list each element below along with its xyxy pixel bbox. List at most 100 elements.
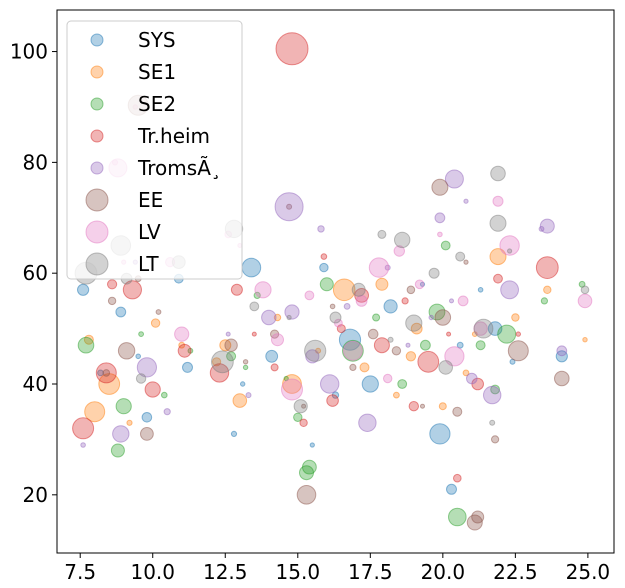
data-point xyxy=(144,381,161,398)
data-point xyxy=(499,235,520,256)
data-point xyxy=(242,359,249,365)
data-point xyxy=(448,507,467,527)
x-axis: 7.5 10.0 12.5 15.0 17.5 20.0 22.5 25.0 xyxy=(64,553,610,584)
data-point xyxy=(492,195,504,207)
data-point xyxy=(225,331,231,337)
data-point xyxy=(489,248,507,266)
data-point xyxy=(539,218,555,234)
data-point xyxy=(580,285,590,295)
data-point xyxy=(326,394,339,407)
data-point xyxy=(232,393,248,408)
data-point xyxy=(141,412,153,423)
data-point xyxy=(163,408,171,416)
data-point xyxy=(420,339,431,351)
data-point xyxy=(393,391,400,399)
data-point xyxy=(393,245,405,257)
data-point xyxy=(417,350,440,373)
legend-marker xyxy=(85,220,109,244)
data-point xyxy=(161,391,168,399)
data-point xyxy=(438,360,454,375)
data-point xyxy=(293,399,308,414)
data-point xyxy=(554,370,570,387)
data-point xyxy=(477,287,484,293)
data-point xyxy=(304,290,315,301)
data-point xyxy=(115,306,127,318)
data-point xyxy=(155,309,162,315)
data-point xyxy=(446,331,452,337)
data-point xyxy=(446,483,457,495)
x-tick-label: 17.5 xyxy=(348,560,393,584)
data-point xyxy=(487,321,503,336)
data-point xyxy=(271,333,284,347)
data-point xyxy=(265,349,279,363)
y-axis: 20 40 60 80 100 xyxy=(10,40,57,507)
data-point xyxy=(136,357,157,378)
data-point xyxy=(301,403,307,409)
data-point xyxy=(394,231,411,249)
legend-marker xyxy=(90,129,104,143)
x-tick-label: 20.0 xyxy=(421,560,466,584)
data-point xyxy=(359,362,370,373)
data-point xyxy=(497,324,517,344)
data-point xyxy=(372,313,381,322)
data-point xyxy=(343,303,351,310)
data-point xyxy=(319,277,334,292)
data-point xyxy=(251,331,257,337)
legend-marker xyxy=(85,188,109,212)
data-point xyxy=(249,301,260,312)
data-point xyxy=(437,231,443,238)
legend-label: SYS xyxy=(138,28,176,52)
data-point xyxy=(405,351,417,362)
data-point xyxy=(270,363,279,372)
data-point xyxy=(126,419,133,426)
data-point xyxy=(182,361,193,373)
data-point xyxy=(490,384,501,395)
data-point xyxy=(507,340,529,362)
data-point xyxy=(515,331,521,337)
data-point xyxy=(230,283,243,296)
data-point xyxy=(342,339,364,362)
data-point xyxy=(438,402,447,411)
data-point xyxy=(77,283,90,296)
legend-label: SE1 xyxy=(138,60,176,84)
data-point xyxy=(117,342,136,360)
data-point xyxy=(420,403,425,409)
data-point xyxy=(135,373,147,384)
data-point xyxy=(535,256,559,280)
data-point xyxy=(453,473,462,483)
y-tick-label: 60 xyxy=(23,261,48,285)
data-point xyxy=(507,248,513,254)
data-point xyxy=(286,203,293,210)
data-point xyxy=(230,430,238,437)
data-point xyxy=(329,303,336,310)
data-point xyxy=(387,336,394,343)
data-point xyxy=(115,398,132,415)
data-point xyxy=(490,165,506,182)
data-point xyxy=(444,169,464,189)
data-point xyxy=(355,295,368,307)
data-point xyxy=(299,465,314,481)
data-point xyxy=(241,257,262,278)
data-point xyxy=(140,427,154,441)
data-point xyxy=(281,378,303,401)
data-point xyxy=(491,435,500,444)
data-point xyxy=(84,401,106,423)
data-point xyxy=(343,340,363,361)
data-point xyxy=(245,392,252,399)
data-point xyxy=(367,328,379,340)
data-point xyxy=(254,281,272,299)
data-point xyxy=(406,285,416,295)
data-point xyxy=(428,267,440,279)
data-point xyxy=(511,313,520,322)
data-point xyxy=(457,295,469,307)
data-point xyxy=(408,401,419,412)
data-point xyxy=(500,280,520,300)
y-tick-label: 40 xyxy=(23,372,48,396)
data-point xyxy=(274,192,304,222)
data-point xyxy=(242,364,249,371)
data-point xyxy=(110,443,125,458)
data-point xyxy=(224,338,238,352)
data-point xyxy=(174,326,190,342)
data-point xyxy=(375,277,389,291)
data-point xyxy=(383,299,398,314)
